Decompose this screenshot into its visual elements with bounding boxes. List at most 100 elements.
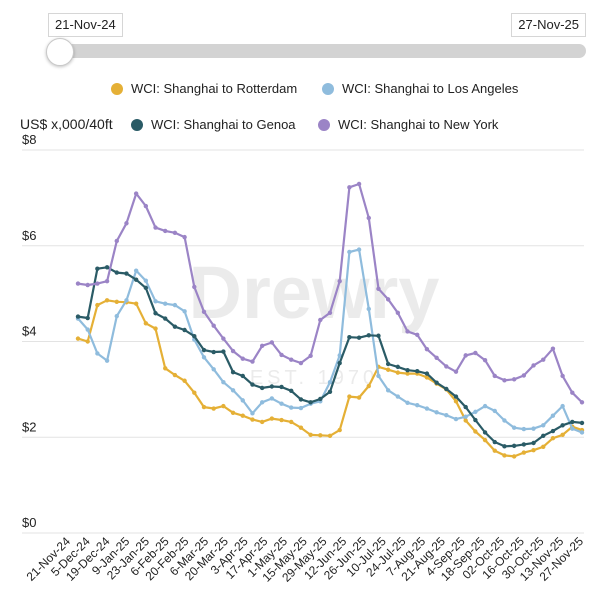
data-point[interactable] bbox=[366, 215, 371, 221]
data-point[interactable] bbox=[230, 388, 236, 393]
data-point[interactable] bbox=[337, 360, 342, 366]
data-point[interactable] bbox=[250, 417, 255, 422]
data-point[interactable] bbox=[221, 349, 226, 354]
data-point[interactable] bbox=[492, 373, 497, 379]
data-point[interactable] bbox=[511, 425, 517, 430]
data-point[interactable] bbox=[298, 425, 304, 430]
data-point[interactable] bbox=[492, 448, 497, 453]
data-point[interactable] bbox=[259, 400, 265, 405]
data-point[interactable] bbox=[143, 285, 149, 291]
data-point[interactable] bbox=[240, 398, 245, 403]
data-point[interactable] bbox=[415, 368, 420, 374]
data-point[interactable] bbox=[395, 364, 401, 370]
data-point[interactable] bbox=[298, 405, 304, 411]
data-point[interactable] bbox=[473, 350, 478, 356]
data-point[interactable] bbox=[298, 397, 304, 402]
legend-item-los-angeles[interactable]: WCI: Shanghai to Los Angeles bbox=[322, 81, 518, 96]
data-point[interactable] bbox=[327, 379, 333, 385]
data-point[interactable] bbox=[531, 440, 536, 446]
legend-item-new-york[interactable]: WCI: Shanghai to New York bbox=[318, 117, 498, 132]
data-point[interactable] bbox=[289, 419, 294, 425]
data-point[interactable] bbox=[201, 355, 207, 360]
data-point[interactable] bbox=[385, 297, 391, 302]
data-point[interactable] bbox=[560, 432, 565, 438]
data-point[interactable] bbox=[492, 439, 497, 445]
data-point[interactable] bbox=[269, 384, 275, 389]
data-point[interactable] bbox=[376, 286, 381, 292]
data-point[interactable] bbox=[75, 336, 81, 341]
data-point[interactable] bbox=[395, 310, 401, 315]
data-point[interactable] bbox=[356, 395, 362, 400]
data-point[interactable] bbox=[221, 336, 226, 341]
data-point[interactable] bbox=[85, 282, 90, 288]
data-point[interactable] bbox=[385, 388, 391, 393]
data-point[interactable] bbox=[492, 408, 497, 414]
data-point[interactable] bbox=[444, 413, 449, 418]
data-point[interactable] bbox=[172, 230, 178, 236]
data-point[interactable] bbox=[463, 353, 468, 358]
data-point[interactable] bbox=[502, 378, 507, 383]
data-point[interactable] bbox=[502, 453, 507, 458]
data-point[interactable] bbox=[405, 368, 410, 373]
data-point[interactable] bbox=[114, 270, 119, 275]
data-point[interactable] bbox=[511, 377, 517, 382]
data-point[interactable] bbox=[337, 427, 342, 433]
data-point[interactable] bbox=[211, 367, 216, 372]
data-point[interactable] bbox=[85, 339, 90, 344]
data-point[interactable] bbox=[114, 313, 119, 319]
data-point[interactable] bbox=[133, 191, 139, 196]
data-point[interactable] bbox=[376, 373, 381, 379]
data-point[interactable] bbox=[511, 454, 517, 459]
data-point[interactable] bbox=[279, 352, 284, 358]
data-point[interactable] bbox=[318, 396, 323, 402]
data-point[interactable] bbox=[143, 278, 149, 283]
data-point[interactable] bbox=[541, 357, 546, 362]
data-point[interactable] bbox=[75, 281, 81, 286]
data-point[interactable] bbox=[356, 335, 362, 340]
data-point[interactable] bbox=[560, 403, 565, 409]
data-point[interactable] bbox=[473, 409, 478, 415]
data-point[interactable] bbox=[95, 281, 100, 286]
data-point[interactable] bbox=[240, 356, 245, 361]
data-point[interactable] bbox=[482, 430, 488, 435]
data-point[interactable] bbox=[347, 394, 352, 399]
data-point[interactable] bbox=[385, 361, 391, 367]
data-point[interactable] bbox=[192, 334, 197, 339]
data-point[interactable] bbox=[211, 406, 216, 411]
data-point[interactable] bbox=[95, 351, 100, 356]
legend-item-rotterdam[interactable]: WCI: Shanghai to Rotterdam bbox=[111, 81, 297, 96]
data-point[interactable] bbox=[531, 426, 536, 431]
data-point[interactable] bbox=[279, 384, 284, 390]
data-point[interactable] bbox=[163, 301, 168, 306]
data-point[interactable] bbox=[463, 414, 468, 419]
legend-item-genoa[interactable]: WCI: Shanghai to Genoa bbox=[131, 117, 296, 132]
data-point[interactable] bbox=[434, 410, 439, 415]
data-point[interactable] bbox=[182, 234, 187, 240]
data-point[interactable] bbox=[133, 301, 139, 306]
data-point[interactable] bbox=[531, 447, 536, 453]
data-point[interactable] bbox=[298, 360, 304, 366]
data-point[interactable] bbox=[230, 348, 236, 354]
data-point[interactable] bbox=[521, 426, 527, 432]
data-point[interactable] bbox=[308, 353, 313, 359]
data-point[interactable] bbox=[521, 373, 527, 378]
data-point[interactable] bbox=[531, 363, 536, 368]
data-point[interactable] bbox=[259, 419, 265, 425]
data-point[interactable] bbox=[453, 399, 459, 404]
data-point[interactable] bbox=[473, 417, 478, 423]
data-point[interactable] bbox=[182, 378, 187, 383]
data-point[interactable] bbox=[560, 423, 565, 428]
data-point[interactable] bbox=[579, 420, 585, 426]
data-point[interactable] bbox=[453, 394, 459, 399]
data-point[interactable] bbox=[570, 426, 575, 431]
data-point[interactable] bbox=[192, 284, 197, 290]
data-point[interactable] bbox=[104, 358, 110, 363]
data-point[interactable] bbox=[269, 396, 275, 401]
data-point[interactable] bbox=[560, 373, 565, 379]
data-point[interactable] bbox=[347, 185, 352, 190]
data-point[interactable] bbox=[153, 225, 158, 230]
data-point[interactable] bbox=[327, 310, 333, 315]
data-point[interactable] bbox=[240, 373, 245, 379]
date-range-slider-handle[interactable] bbox=[46, 38, 74, 66]
data-point[interactable] bbox=[434, 355, 439, 360]
